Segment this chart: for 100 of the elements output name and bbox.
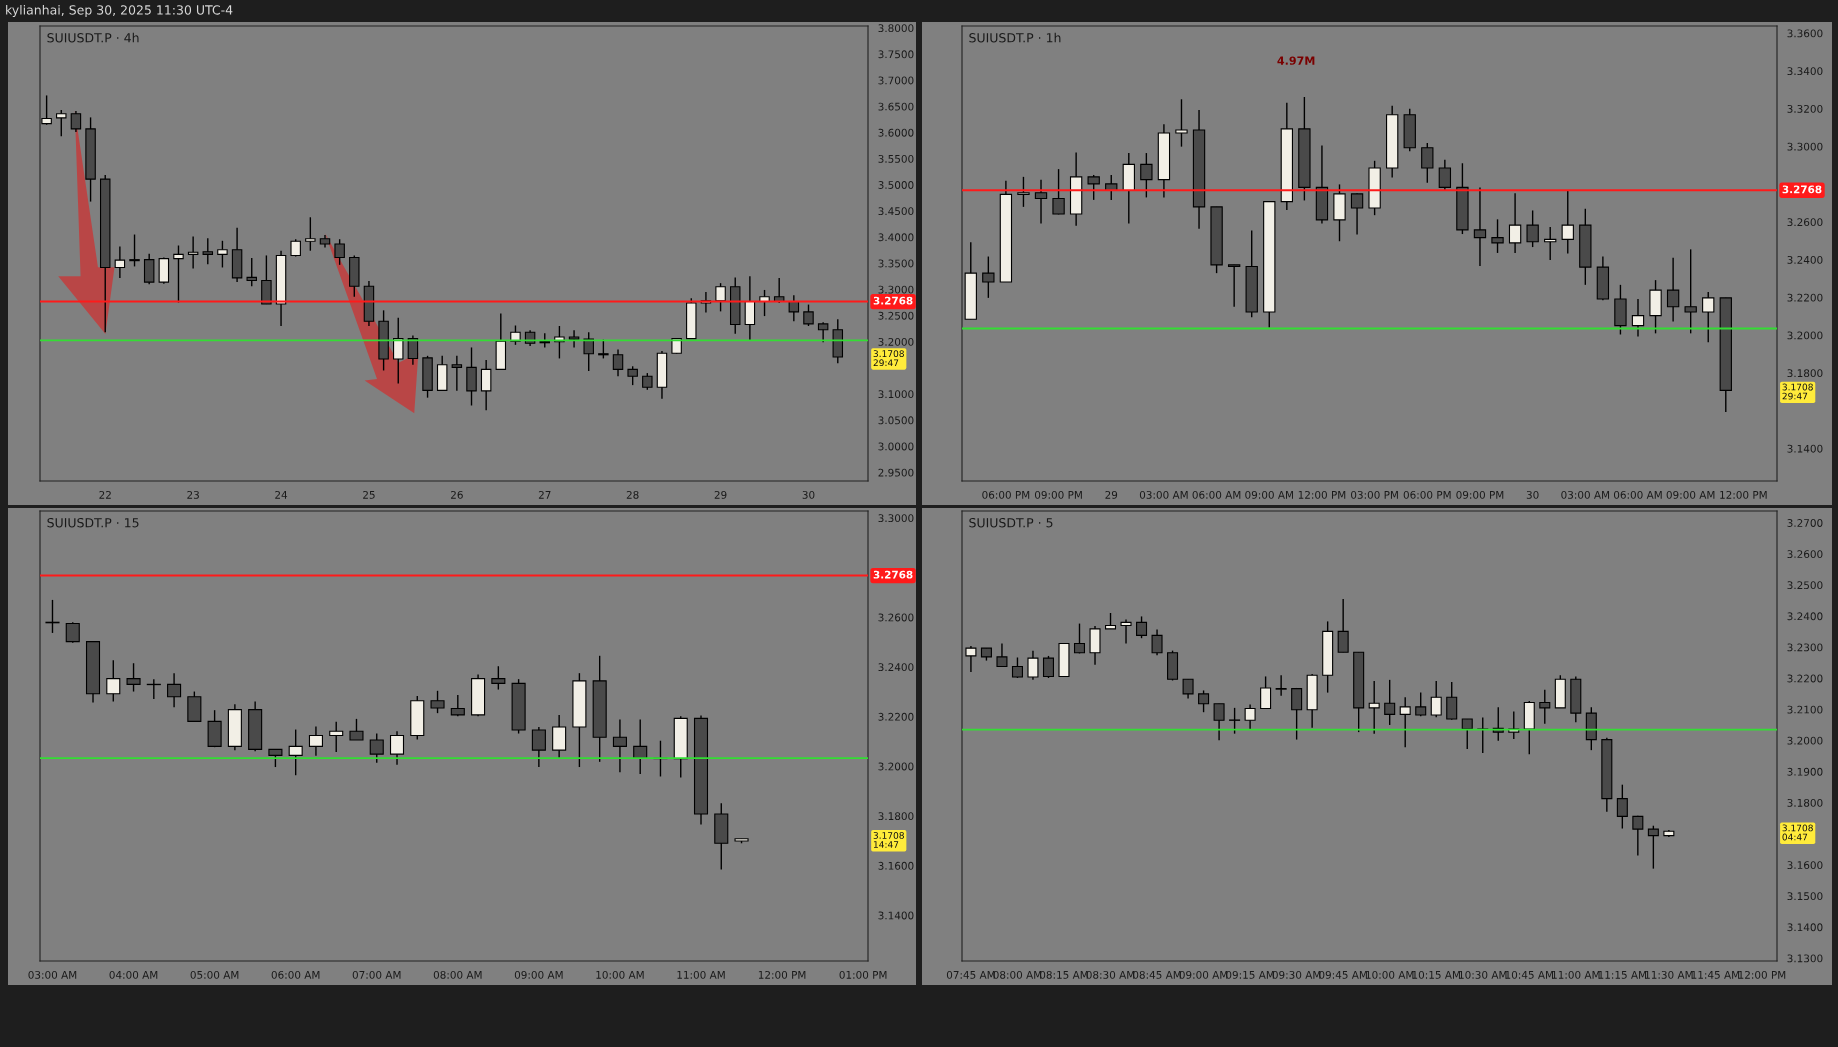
chart-title: SUIUSDT.P · 1h — [969, 32, 1061, 43]
x-tick-label: 10:00 AM — [1366, 970, 1414, 979]
x-tick-label: 04:00 AM — [109, 970, 158, 979]
x-tick-label: 06:00 PM — [982, 490, 1030, 499]
candlestick — [627, 365, 638, 386]
y-tick-label: 3.2600 — [1787, 550, 1823, 559]
y-tick-label: 3.8000 — [878, 24, 914, 33]
candlestick — [129, 233, 140, 268]
candlestick — [167, 672, 182, 708]
y-tick-label: 3.1800 — [1787, 798, 1823, 807]
candlestick — [531, 726, 546, 768]
y-tick-label: 3.2000 — [878, 337, 914, 346]
x-tick-label: 22 — [99, 490, 111, 499]
x-tick-label: 10:30 AM — [1459, 970, 1507, 979]
y-tick-label: 3.2500 — [1787, 581, 1823, 590]
candlestick — [1508, 192, 1522, 254]
y-tick-label: 3.3600 — [1787, 29, 1823, 38]
candlestick — [568, 329, 580, 349]
candlestick — [1229, 707, 1241, 735]
candlestick — [759, 289, 770, 317]
x-tick-label: 09:00 PM — [1456, 490, 1504, 499]
x-tick-label: 10:15 AM — [1412, 970, 1460, 979]
candlestick — [202, 237, 214, 266]
candlestick — [1198, 689, 1210, 713]
candlestick — [773, 277, 785, 304]
candlestick — [1042, 655, 1055, 679]
candlestick — [114, 245, 126, 279]
y-tick-label: 3.1900 — [1787, 767, 1823, 776]
chart-title: SUIUSDT.P · 5 — [969, 517, 1053, 528]
y-tick-label: 3.2200 — [878, 712, 914, 721]
y-tick-label: 3.3000 — [878, 514, 914, 523]
x-tick-label: 12:00 PM — [758, 970, 806, 979]
y-tick-label: 3.2400 — [1787, 612, 1823, 621]
candlestick — [217, 240, 228, 269]
y-tick-label: 3.3400 — [1787, 67, 1823, 76]
x-tick-label: 03:00 AM — [1139, 490, 1188, 499]
candlestick — [1438, 158, 1452, 192]
y-tick-label: 3.2300 — [1787, 643, 1823, 652]
x-tick-label: 11:15 AM — [1598, 971, 1647, 979]
y-tick-label: 3.5500 — [878, 154, 914, 163]
x-tick-label: 06:00 PM — [1403, 490, 1451, 499]
candlestick — [143, 253, 155, 285]
candlestick — [1073, 622, 1086, 655]
y-tick-label: 3.1800 — [878, 812, 914, 821]
candlestick — [308, 725, 323, 757]
x-tick-label: 08:00 AM — [993, 970, 1042, 979]
candlestick — [1337, 598, 1349, 653]
chart-title: SUIUSDT.P · 15 — [47, 517, 139, 528]
candlestick — [480, 359, 492, 411]
x-tick-label: 08:15 AM — [1039, 970, 1088, 979]
candlestick — [1089, 625, 1101, 666]
candlestick — [1616, 783, 1628, 830]
candlestick — [1368, 680, 1380, 735]
candlestick — [41, 94, 52, 126]
candlestick — [158, 256, 170, 285]
y-tick-label: 3.2700 — [1787, 519, 1823, 527]
candlestick — [1120, 618, 1132, 645]
candlestick — [1647, 825, 1659, 870]
y-tick-label: 3.4500 — [878, 207, 914, 216]
text: 3.1708 29:47 — [873, 350, 904, 367]
candlestick — [288, 728, 303, 776]
candlestick — [715, 282, 726, 313]
y-tick-label: 3.6000 — [878, 128, 914, 137]
x-tick-label: 09:30 AM — [1272, 970, 1321, 979]
chart-subtitle: kylianhai, Sep 30, 2025 11:30 UTC-4 — [6, 4, 233, 18]
candlestick — [451, 355, 463, 392]
x-tick-label: 06:00 AM — [1192, 490, 1241, 499]
candlestick — [305, 216, 316, 252]
candlestick — [1182, 678, 1194, 700]
candlestick — [1631, 298, 1645, 338]
y-tick-label: 3.3000 — [878, 285, 914, 294]
y-tick-label: 3.2200 — [1787, 293, 1823, 302]
x-tick-label: 12:00 PM — [1720, 490, 1767, 499]
candlestick — [393, 316, 404, 385]
y-tick-label: 3.1500 — [1787, 892, 1823, 901]
x-tick-label: 09:15 AM — [1226, 970, 1274, 979]
candlestick — [261, 254, 272, 305]
candlestick — [552, 714, 567, 760]
candlestick — [106, 659, 121, 703]
x-tick-label: 01:00 PM — [839, 970, 887, 979]
x-tick-label: 09:00 AM — [514, 970, 563, 979]
candlestick — [583, 331, 594, 372]
candlestick — [982, 255, 995, 299]
candlestick — [965, 645, 977, 673]
candlestick — [349, 718, 364, 741]
y-tick-label: 3.7500 — [878, 50, 914, 59]
candlestick — [56, 109, 67, 137]
x-tick-label: 12:00 PM — [1738, 970, 1786, 979]
y-tick-label: 3.2400 — [878, 663, 914, 672]
candlestick — [369, 732, 384, 764]
y-tick-label: 3.1400 — [1787, 923, 1823, 932]
x-tick-label: 11:30 AM — [1645, 970, 1693, 979]
x-tick-label: 08:00 AM — [433, 970, 482, 979]
candlestick — [817, 321, 829, 343]
y-tick-label: 3.1600 — [1787, 861, 1823, 870]
candlestick — [1539, 689, 1551, 725]
candlestick — [1227, 264, 1241, 308]
y-tick-label: 3.2400 — [1787, 255, 1823, 264]
x-tick-label: 09:00 AM — [1666, 490, 1715, 499]
candlestick — [1491, 218, 1504, 254]
